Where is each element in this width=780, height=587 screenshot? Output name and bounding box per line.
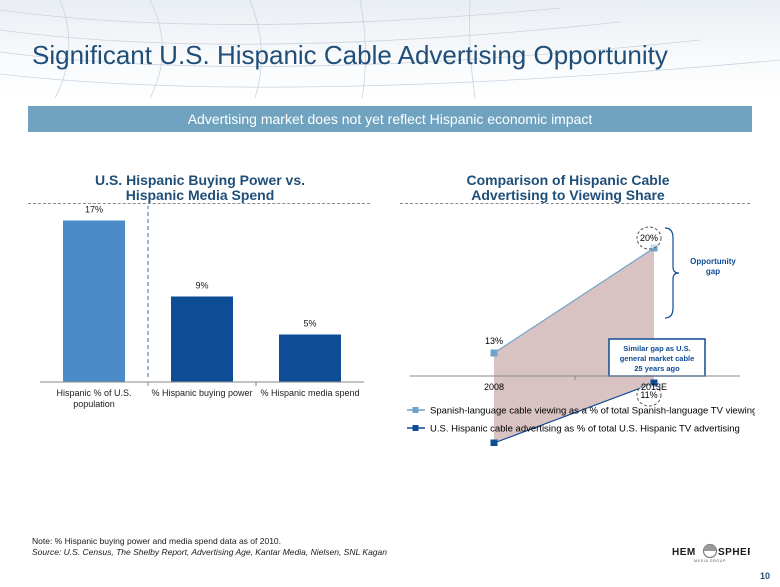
- gap-shaded-area: [494, 248, 654, 443]
- bar-value-label-1: 17%: [85, 206, 103, 215]
- bar-2: [171, 296, 233, 382]
- gap-label-line-2: gap: [706, 267, 720, 276]
- data-label-2008-viewing: 13%: [485, 336, 503, 346]
- header-background: [0, 0, 780, 98]
- bar-value-label-2: 9%: [195, 281, 208, 291]
- subtitle-banner: Advertising market does not yet reflect …: [28, 106, 752, 132]
- x-tick-label-2008: 2008: [484, 382, 504, 392]
- bar-1: [63, 220, 125, 382]
- legend-marker-1: [412, 407, 419, 413]
- callout-line-1: Similar gap as U.S.: [623, 344, 691, 353]
- bar-value-label-3: 5%: [303, 319, 316, 329]
- legend-label-2: U.S. Hispanic cable advertising as % of …: [430, 424, 740, 435]
- highlight-circle-11: [636, 383, 662, 407]
- series-2-marker-2: [650, 379, 658, 387]
- note-text: Note: % Hispanic buying power and media …: [32, 536, 282, 546]
- x-tick-label-2013E: 2013E: [641, 382, 667, 392]
- highlight-circle-20: [636, 226, 662, 250]
- legend-marker-2: [412, 425, 419, 431]
- source-text: Source: U.S. Census, The Shelby Report, …: [32, 547, 387, 557]
- right-chart-title-line-1: Comparison of Hispanic Cable: [466, 172, 670, 188]
- left-chart-title: U.S. Hispanic Buying Power vs. Hispanic …: [60, 173, 340, 203]
- page-title: Significant U.S. Hispanic Cable Advertis…: [32, 40, 668, 70]
- category-label-1-line-2: population: [73, 399, 115, 409]
- left-chart-title-line-1: U.S. Hispanic Buying Power vs.: [94, 172, 306, 188]
- bar-chart: 17% Hispanic % of U.S.population 9% % Hispa…: [40, 206, 364, 409]
- category-label-2: % Hispanic buying power: [151, 388, 252, 398]
- series-2-marker-1: [490, 439, 498, 446]
- left-chart-title-line-2: Hispanic Media Spend: [125, 187, 275, 203]
- svg-text:MEDIA GROUP: MEDIA GROUP: [694, 559, 726, 563]
- footnote: Note: % Hispanic buying power and media …: [32, 536, 387, 558]
- right-chart-title: Comparison of Hispanic Cable Advertising…: [418, 173, 718, 203]
- category-label-1: Hispanic % of U.S.: [56, 388, 131, 398]
- series-2-line: [493, 382, 655, 444]
- opportunity-gap-bracket: [664, 227, 680, 319]
- data-label-2013e-viewing: 20%: [640, 233, 658, 243]
- right-chart-title-line-2: Advertising to Viewing Share: [471, 187, 665, 203]
- page-number: 10: [760, 571, 771, 581]
- callout-line-3: 25 years ago: [634, 364, 680, 373]
- left-title-rule: [28, 203, 370, 204]
- legend-label-1: Spanish-language cable viewing as a % of…: [430, 406, 755, 417]
- series-1-marker-1: [490, 349, 498, 357]
- category-label-3: % Hispanic media spend: [260, 388, 359, 398]
- data-label-2013e-advertising: 11%: [640, 390, 657, 400]
- right-title-rule: [400, 203, 750, 204]
- callout-line-2: general market cable: [620, 354, 695, 363]
- gap-label-line-1: Opportunity: [690, 257, 736, 266]
- svg-text:SPHERE: SPHERE: [718, 547, 750, 558]
- bar-3: [279, 334, 341, 382]
- callout-box: [608, 338, 706, 377]
- hemisphere-logo: HEM SPHERE MEDIA GROUP: [672, 543, 750, 563]
- svg-text:HEM: HEM: [672, 547, 696, 558]
- series-1-line: [493, 247, 655, 354]
- globe-grid-decoration: [0, 0, 780, 98]
